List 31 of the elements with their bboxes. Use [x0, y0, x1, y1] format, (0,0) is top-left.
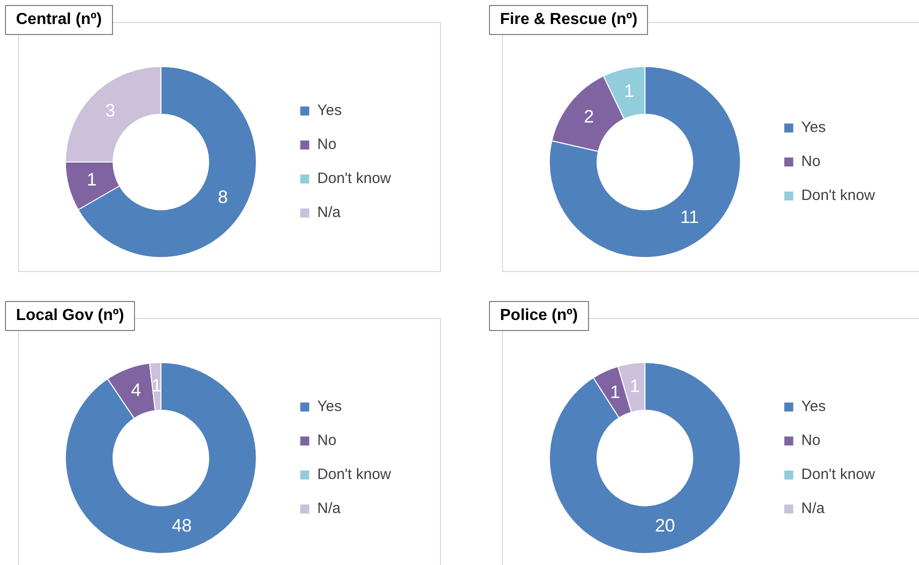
legend-label: Yes: [801, 398, 826, 416]
legend-label: Yes: [317, 398, 342, 416]
legend-label: No: [317, 136, 336, 154]
chart-title: Police (nº): [489, 301, 589, 331]
data-label: 8: [218, 186, 228, 207]
data-label: 20: [655, 516, 676, 536]
legend-label: Yes: [801, 119, 826, 136]
legend-label: No: [801, 432, 820, 450]
data-label: 3: [105, 100, 116, 120]
chart-title: Local Gov (nº): [5, 301, 136, 331]
legend-label: No: [317, 432, 336, 450]
chart-title: Fire & Rescue (nº): [489, 5, 648, 35]
legend-label: Don't know: [801, 187, 876, 204]
data-label: 1: [624, 81, 634, 102]
data-label: 4: [130, 380, 141, 400]
legend-label: Don't know: [317, 170, 392, 188]
data-label: 1: [86, 170, 97, 190]
legend-label: No: [801, 153, 820, 170]
chart-title: Central (nº): [5, 5, 113, 35]
legend-label: N/a: [317, 500, 342, 518]
data-label: 1: [610, 382, 620, 402]
legend-label: Don't know: [801, 466, 876, 484]
data-label: 48: [172, 515, 192, 536]
data-label: 2: [584, 106, 594, 126]
data-label: 1: [152, 375, 162, 396]
legend-label: Yes: [317, 102, 342, 120]
data-label: 11: [680, 206, 699, 227]
legend-label: Don't know: [317, 466, 392, 484]
legend-label: N/a: [317, 204, 342, 222]
data-label: 1: [630, 376, 640, 396]
legend-label: N/a: [801, 500, 826, 518]
